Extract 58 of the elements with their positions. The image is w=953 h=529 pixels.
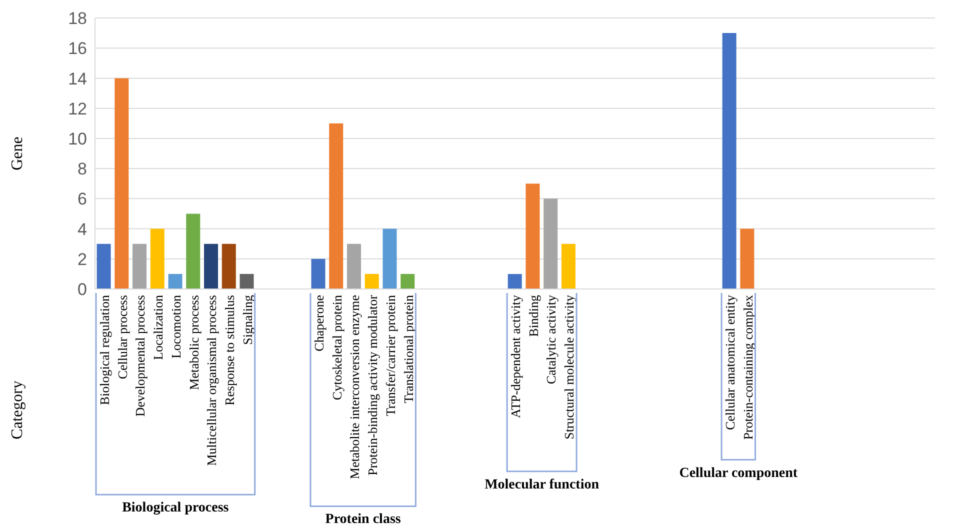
y-tick-label: 2 <box>78 250 87 269</box>
x-tick-label: Signaling <box>240 294 255 345</box>
bar <box>382 228 397 289</box>
x-tick-label: Response to stimulus <box>222 295 238 406</box>
x-tick-label: Protein-binding activity modulator <box>365 294 380 476</box>
x-tick-label: Multicellular organismal process <box>204 295 220 466</box>
text: Category <box>9 380 26 440</box>
x-tick-label: Biological regulation <box>96 294 112 406</box>
x-tick-label: Binding <box>526 294 541 337</box>
x-tick-label: Translational protein <box>400 294 416 404</box>
x-tick-label: Developmental process <box>132 295 148 417</box>
bar <box>186 214 200 289</box>
x-tick-label: Metabolic process <box>186 295 202 390</box>
text: Biological process <box>122 500 230 516</box>
text: Molecular function <box>484 477 600 492</box>
y-tick-label: 14 <box>68 69 87 88</box>
bar <box>311 258 326 289</box>
bar <box>561 244 576 289</box>
bar <box>114 78 129 289</box>
bar <box>722 33 736 289</box>
x-tick-label: Transfer/carrier protein <box>382 294 398 416</box>
bar <box>740 228 754 289</box>
bar <box>240 274 254 289</box>
y-tick-label: 8 <box>78 160 87 179</box>
bar <box>508 274 522 289</box>
text: Protein class <box>325 512 402 528</box>
y-tick-label: 0 <box>78 280 87 300</box>
bar <box>96 244 111 289</box>
bar <box>544 198 558 289</box>
bar <box>329 123 344 289</box>
x-tick-label: Structural molecule activity <box>562 294 577 440</box>
bar <box>204 244 218 289</box>
bar <box>168 274 182 289</box>
y-tick-label: 16 <box>68 39 87 58</box>
bar <box>526 184 540 289</box>
x-tick-label: Cellular process <box>114 295 130 380</box>
x-tick-label: ATP-dependent activity <box>508 294 523 418</box>
bar <box>150 228 164 289</box>
bar <box>400 274 415 289</box>
x-tick-label: Protein-containing complex <box>740 294 756 440</box>
y-tick-label: 18 <box>68 9 87 28</box>
bar <box>347 244 361 289</box>
x-tick-label: Locomotion <box>168 294 184 359</box>
y-tick-label: 6 <box>78 190 87 209</box>
x-tick-label: Catalytic activity <box>544 294 559 384</box>
x-tick-label: Metabolite interconversion enzyme <box>347 294 362 480</box>
y-tick-label: 12 <box>68 99 87 118</box>
x-tick-label: Cytoskeletal protein <box>329 294 344 400</box>
bar <box>364 274 379 289</box>
x-tick-label: Chaperone <box>311 294 326 352</box>
bar <box>222 244 236 289</box>
y-tick-label: 4 <box>78 220 87 239</box>
y-tick-label: 10 <box>68 129 87 148</box>
x-tick-label: Localization <box>150 294 166 360</box>
x-tick-label: Cellular anatomical entity <box>722 294 738 430</box>
text: Cellular component <box>679 466 798 481</box>
y-axis-title: Gene <box>9 136 26 170</box>
bar <box>132 244 147 289</box>
